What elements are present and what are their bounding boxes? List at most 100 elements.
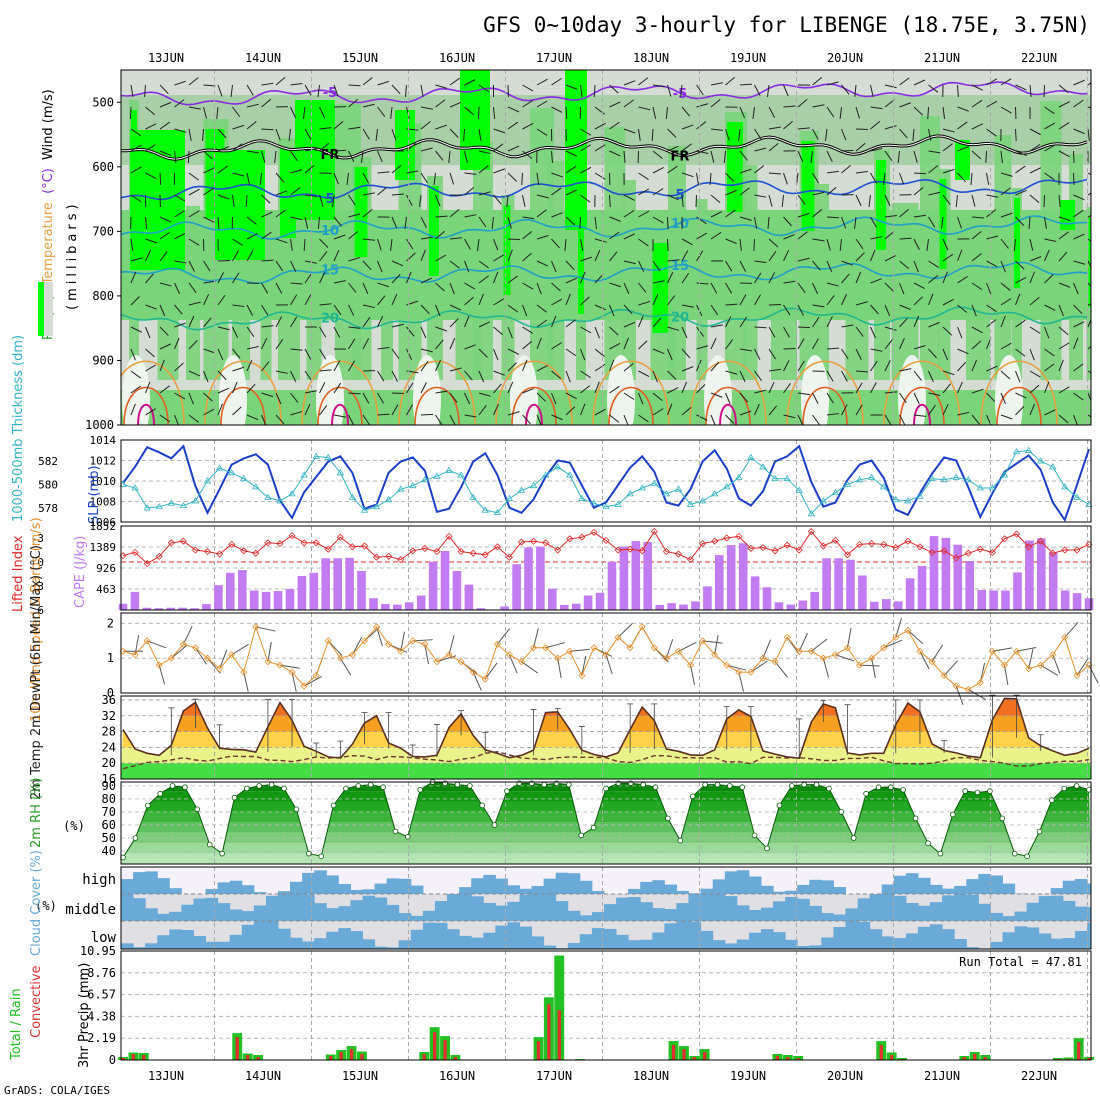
cloud-cell <box>1062 900 1076 921</box>
wind-barb <box>464 106 475 116</box>
wind-barb <box>754 389 767 394</box>
cloud-cell <box>773 891 786 894</box>
thickness-marker <box>662 490 671 497</box>
wind-barb <box>623 414 629 425</box>
hottest-contour <box>137 404 155 425</box>
li-tick-label: 3 <box>37 580 44 593</box>
cloud-cell <box>265 921 279 949</box>
wind-barb <box>565 189 578 196</box>
wind-barb <box>681 238 693 246</box>
wind-barb <box>783 382 791 394</box>
wind-barb <box>926 238 929 251</box>
wind-tick-label: 0 <box>107 686 114 700</box>
contour-label: 20 <box>321 311 339 326</box>
wind-barb <box>609 251 618 262</box>
wind-barb <box>652 280 665 284</box>
thickness-marker <box>529 481 538 489</box>
wind-barb <box>217 370 227 381</box>
wind-barb <box>290 392 299 403</box>
cloud-cell <box>712 940 726 949</box>
thickness-marker <box>264 493 272 500</box>
wind-barb <box>188 392 194 405</box>
rh-marker <box>665 815 671 822</box>
rh-saturated-patch <box>1060 200 1075 230</box>
wind-barb <box>348 84 361 87</box>
wind-frame <box>120 612 1092 694</box>
svg-text:Total / Rain: Total / Rain <box>9 988 24 1061</box>
li-tick-label: 6 <box>37 604 44 617</box>
wind-barb-10m <box>508 654 518 674</box>
wind-barb <box>754 128 762 140</box>
cloud-cell <box>543 894 557 921</box>
wind-barb <box>768 303 782 306</box>
bottom-date-label: 18JUN <box>633 1069 669 1083</box>
wind-barb <box>1000 282 1011 291</box>
wind-barb <box>275 316 283 328</box>
wind-barb <box>145 172 157 180</box>
li-marker <box>686 556 695 564</box>
wind-barb <box>348 282 357 293</box>
wind-barb <box>130 403 136 416</box>
thickness-marker <box>348 493 357 500</box>
wind-barb <box>522 304 528 317</box>
wind-barb <box>232 238 243 246</box>
wind-barb <box>1029 167 1041 174</box>
wind-barb <box>551 238 560 249</box>
hot-contour <box>123 386 169 425</box>
wind-barb <box>406 348 413 361</box>
wind-barb <box>899 414 906 425</box>
cloud-cell <box>326 931 339 949</box>
cloud-cell <box>495 878 508 894</box>
wind-barb <box>739 370 746 383</box>
wind-barb <box>304 390 317 394</box>
cloud-cell <box>447 894 460 921</box>
wind-barb <box>841 84 850 95</box>
wind-barb <box>826 238 831 251</box>
temperature-contour <box>121 81 1088 106</box>
wind-barb <box>188 77 199 86</box>
top-date-label: 13JUN <box>148 51 184 65</box>
cloud-cell <box>531 936 545 949</box>
wind-barb <box>768 126 781 130</box>
contour-label: -5 <box>673 87 687 102</box>
wind-barb <box>145 144 156 152</box>
wind-barb <box>855 404 863 416</box>
cape-bar <box>762 587 772 610</box>
rh-plume <box>920 116 940 380</box>
wind-barb <box>667 403 673 416</box>
thickness-marker <box>312 452 320 459</box>
wind-barb <box>507 304 519 313</box>
thickness-marker <box>710 490 719 497</box>
cloud-cell <box>917 905 931 921</box>
wind-barb <box>710 282 718 294</box>
cape-bar <box>154 608 164 610</box>
wind-barb <box>609 342 621 350</box>
cloud-cell <box>664 923 677 949</box>
wind-speed-marker <box>904 626 912 634</box>
wind-barb <box>290 260 297 272</box>
wind-barb <box>377 282 390 288</box>
wind-barb <box>942 403 949 416</box>
wind-barb <box>971 359 978 372</box>
wind-barb <box>665 106 668 119</box>
wind-barb <box>609 326 619 336</box>
wind-barb <box>826 81 839 86</box>
wind-barb <box>739 168 752 174</box>
rh-marker <box>281 785 287 792</box>
cape-bar <box>297 576 307 610</box>
cloud-cell <box>302 872 315 894</box>
wind-barb <box>826 186 837 196</box>
cloud-cell <box>688 893 702 894</box>
cape-bar <box>476 608 486 610</box>
wind-barb <box>855 238 864 250</box>
cape-bar <box>428 561 438 610</box>
cloud-cell <box>314 938 327 949</box>
wind-barb <box>507 145 520 152</box>
wind-barb <box>507 348 519 355</box>
wind-barb <box>623 233 636 240</box>
wind-barb-10m <box>231 643 249 656</box>
li-marker <box>807 528 815 536</box>
wind-barb <box>275 238 288 244</box>
wind-barb <box>551 106 563 113</box>
